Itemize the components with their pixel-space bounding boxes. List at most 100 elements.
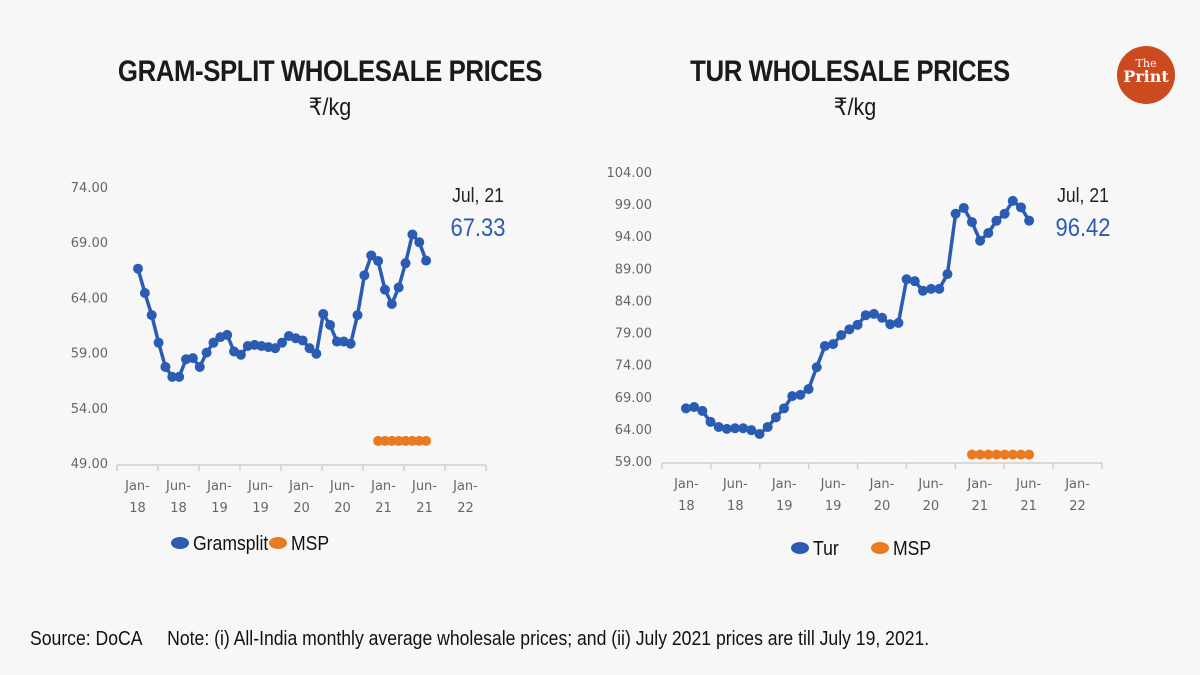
data-point-gramsplit xyxy=(146,310,157,321)
data-point-tur xyxy=(1024,215,1035,226)
data-point-tur xyxy=(983,228,994,239)
data-point-tur xyxy=(754,429,765,440)
data-point-tur xyxy=(950,208,961,219)
left-chart: 74.00 69.00 64.00 59.00 54.00 49.00 Jan- 18 Jun-… xyxy=(71,181,506,554)
data-point-gramsplit xyxy=(133,263,143,274)
data-point-tur xyxy=(730,423,741,434)
x-tick-label: Jan- xyxy=(966,477,992,492)
data-point-gramsplit xyxy=(386,299,397,310)
data-point-gramsplit xyxy=(208,337,219,348)
x-tick-label: 22 xyxy=(1069,499,1086,514)
data-point-tur xyxy=(917,285,928,296)
data-point-tur xyxy=(934,283,945,294)
data-point-tur xyxy=(795,389,806,400)
data-point-tur xyxy=(909,276,920,287)
data-point-gramsplit xyxy=(379,284,390,295)
data-point-gramsplit xyxy=(359,270,370,281)
data-point-tur xyxy=(713,421,724,432)
x-tick-label: Jun- xyxy=(247,479,273,494)
x-tick-label: Jan- xyxy=(452,479,478,494)
legend-label-msp: MSP xyxy=(291,532,329,554)
data-point-tur xyxy=(868,308,879,319)
data-point-gramsplit xyxy=(201,347,212,358)
data-point-tur xyxy=(803,384,814,395)
data-point-tur xyxy=(885,319,896,330)
data-point-msp xyxy=(386,435,397,446)
x-tick-label: Jan- xyxy=(206,479,232,494)
data-point-tur xyxy=(762,421,773,432)
data-point-gramsplit xyxy=(187,353,198,364)
data-point-gramsplit xyxy=(270,343,281,354)
data-point-tur xyxy=(877,312,888,323)
x-tick-label: Jun- xyxy=(411,479,437,494)
legend-marker-gramsplit xyxy=(171,537,189,549)
data-point-gramsplit xyxy=(277,337,288,348)
x-tick-label: Jun- xyxy=(820,477,846,492)
y-tick-label: 74.00 xyxy=(615,359,652,374)
legend-marker-tur xyxy=(791,542,809,554)
y-tick-label: 104.00 xyxy=(607,166,653,181)
data-point-msp xyxy=(400,435,411,446)
y-tick-label: 69.00 xyxy=(615,391,652,406)
x-tick-label: 21 xyxy=(416,501,433,516)
data-point-tur xyxy=(689,402,700,413)
data-point-tur xyxy=(779,403,790,414)
data-point-gramsplit xyxy=(400,258,411,269)
logo-line2: Print xyxy=(1123,67,1169,86)
y-tick-label: 89.00 xyxy=(615,262,652,277)
data-point-tur xyxy=(738,423,749,434)
legend-label-tur: Tur xyxy=(813,537,839,559)
x-tick-label: Jun- xyxy=(1015,477,1041,492)
legend-marker-msp xyxy=(269,537,287,549)
y-tick-label: 94.00 xyxy=(615,230,652,245)
x-tick-label: 19 xyxy=(252,501,269,516)
right-chart-title: TUR WHOLESALE PRICES xyxy=(690,55,1010,88)
y-tick-label: 64.00 xyxy=(71,291,108,306)
data-point-gramsplit xyxy=(167,371,178,382)
data-point-tur xyxy=(844,324,855,335)
data-point-tur xyxy=(697,405,708,416)
data-point-gramsplit xyxy=(345,338,356,349)
data-point-msp xyxy=(393,435,404,446)
data-point-gramsplit xyxy=(311,348,322,359)
legend-label-gramsplit: Gramsplit xyxy=(193,532,269,554)
left-chart-unit: ₹/kg xyxy=(308,94,352,121)
data-point-tur xyxy=(942,269,953,280)
data-point-gramsplit xyxy=(235,349,246,360)
note-text: Note: (i) All-India monthly average whol… xyxy=(167,628,930,650)
data-point-gramsplit xyxy=(331,336,342,347)
x-tick-label: 18 xyxy=(727,499,744,514)
data-point-msp xyxy=(421,435,432,446)
data-point-gramsplit xyxy=(304,343,315,354)
right-chart-unit: ₹/kg xyxy=(833,94,877,121)
data-point-tur xyxy=(819,341,830,352)
data-point-gramsplit xyxy=(421,255,432,266)
data-point-tur xyxy=(811,362,822,373)
legend-marker-msp xyxy=(871,542,889,554)
data-point-gramsplit xyxy=(153,337,164,348)
x-tick-label: Jan- xyxy=(1064,477,1090,492)
data-point-tur xyxy=(828,339,839,350)
x-tick-label: 21 xyxy=(1020,499,1037,514)
data-point-tur xyxy=(705,416,716,427)
data-point-msp xyxy=(999,449,1010,460)
data-point-msp xyxy=(1024,449,1035,460)
x-tick-label: 18 xyxy=(170,501,187,516)
data-point-tur xyxy=(746,425,757,436)
logo-line1: The xyxy=(1135,57,1157,70)
data-point-tur xyxy=(975,235,986,246)
annotation-date: Jul, 21 xyxy=(452,184,504,206)
data-point-gramsplit xyxy=(352,310,363,321)
annotation-value: 67.33 xyxy=(450,214,505,242)
x-tick-label: 20 xyxy=(923,499,940,514)
data-point-tur xyxy=(681,403,691,414)
x-tick-label: Jan- xyxy=(673,477,699,492)
data-point-gramsplit xyxy=(325,320,336,330)
data-point-tur xyxy=(1007,195,1018,206)
y-tick-label: 59.00 xyxy=(615,455,652,470)
data-point-gramsplit xyxy=(373,255,384,266)
x-tick-label: 22 xyxy=(457,501,474,516)
y-tick-label: 64.00 xyxy=(615,423,652,438)
data-point-gramsplit xyxy=(318,308,329,319)
